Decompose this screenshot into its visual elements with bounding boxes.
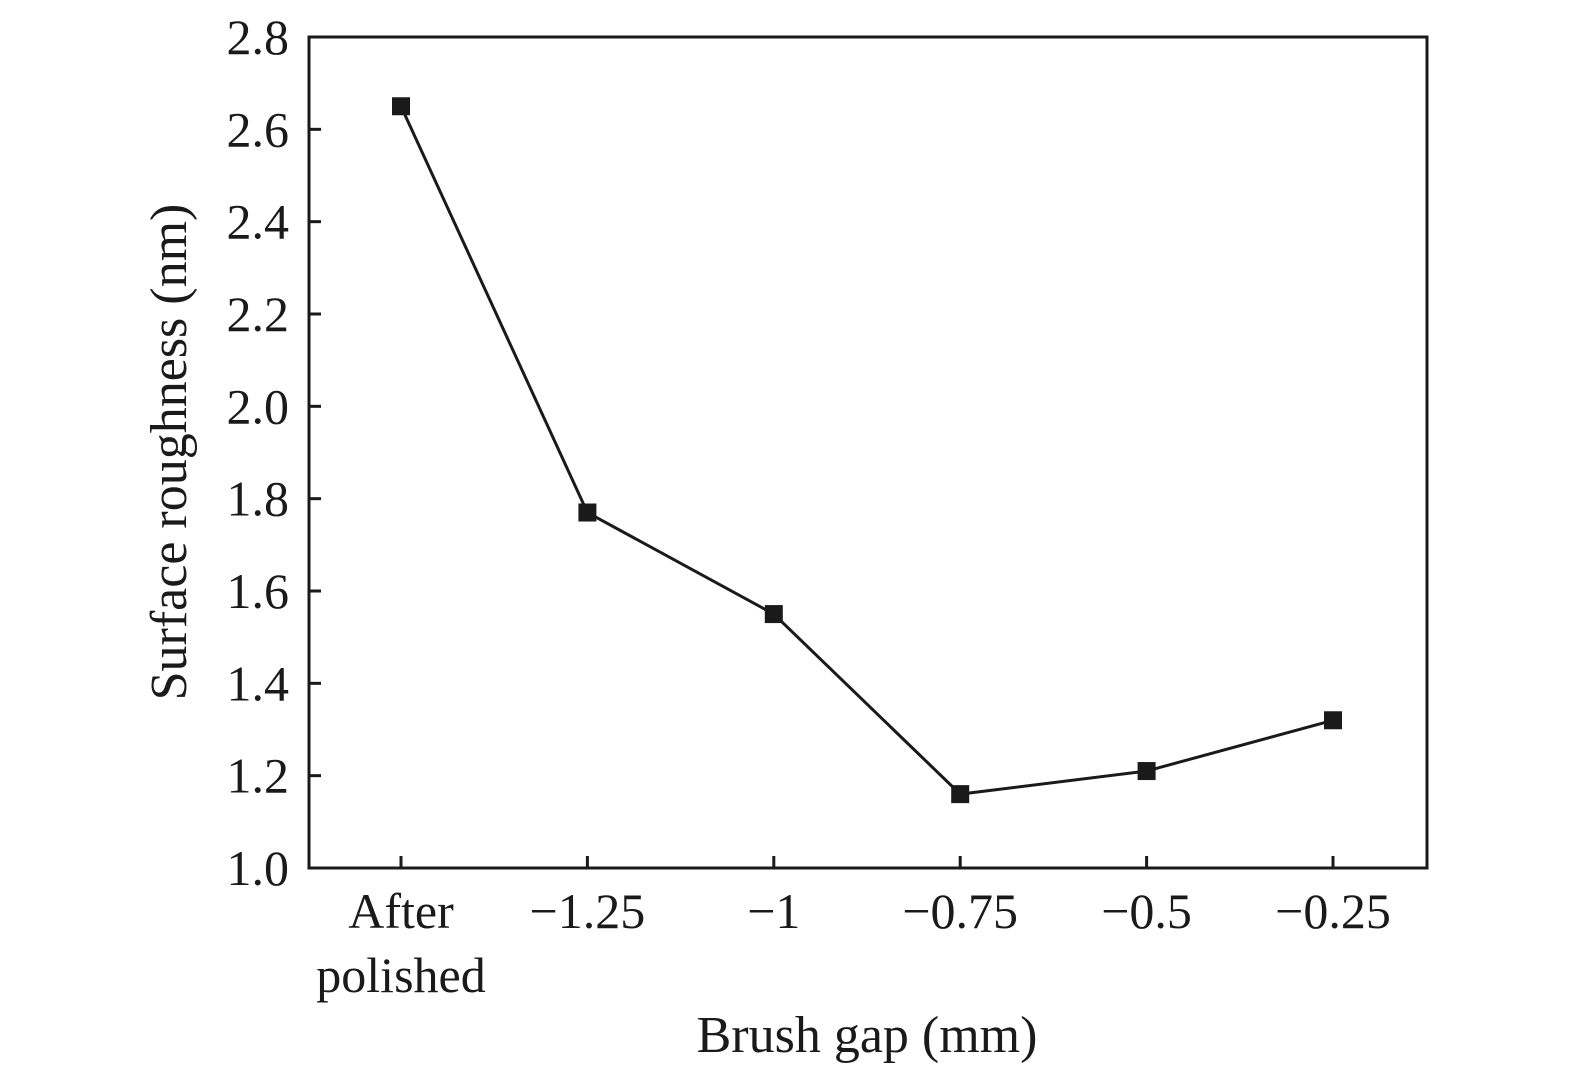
x-tick-label: −0.25 bbox=[1275, 883, 1391, 939]
x-tick-label: polished bbox=[316, 947, 485, 1003]
data-point-marker bbox=[1137, 762, 1156, 781]
y-tick-label: 1.4 bbox=[227, 655, 290, 711]
y-axis-title: Surface roughness (nm) bbox=[141, 204, 198, 701]
x-tick-label: After bbox=[348, 883, 454, 939]
y-tick-label: 1.0 bbox=[227, 840, 290, 896]
x-axis: After polished −1.25 −1 −0.75 −0.5 −0.25 bbox=[316, 856, 1391, 1003]
y-tick-label: 2.4 bbox=[227, 194, 290, 250]
data-point-marker bbox=[578, 503, 597, 522]
y-tick-label: 2.8 bbox=[227, 9, 290, 65]
x-tick-label: −1.25 bbox=[530, 883, 646, 939]
series-line bbox=[399, 105, 1334, 796]
plot-frame bbox=[307, 35, 1429, 870]
y-tick-label: 1.2 bbox=[227, 748, 290, 804]
y-tick-label: 1.6 bbox=[227, 563, 290, 619]
y-tick-label: 2.2 bbox=[227, 286, 290, 342]
x-tick-label: −1 bbox=[747, 883, 800, 939]
x-tick-label: −0.75 bbox=[902, 883, 1018, 939]
x-tick-label: −0.5 bbox=[1101, 883, 1192, 939]
series-layer bbox=[392, 97, 1342, 804]
data-point-marker bbox=[1324, 711, 1342, 730]
data-point-marker bbox=[392, 97, 410, 116]
data-point-marker bbox=[951, 785, 970, 804]
y-tick-label: 2.6 bbox=[227, 101, 290, 157]
y-axis: 1.0 1.2 1.4 1.6 1.8 2.0 2.2 2.4 2.6 2.8 bbox=[227, 9, 321, 896]
y-tick-label: 2.0 bbox=[227, 378, 290, 434]
data-point-marker bbox=[764, 605, 783, 624]
x-axis-title: Brush gap (mm) bbox=[697, 1007, 1038, 1064]
y-tick-label: 1.8 bbox=[227, 471, 290, 527]
